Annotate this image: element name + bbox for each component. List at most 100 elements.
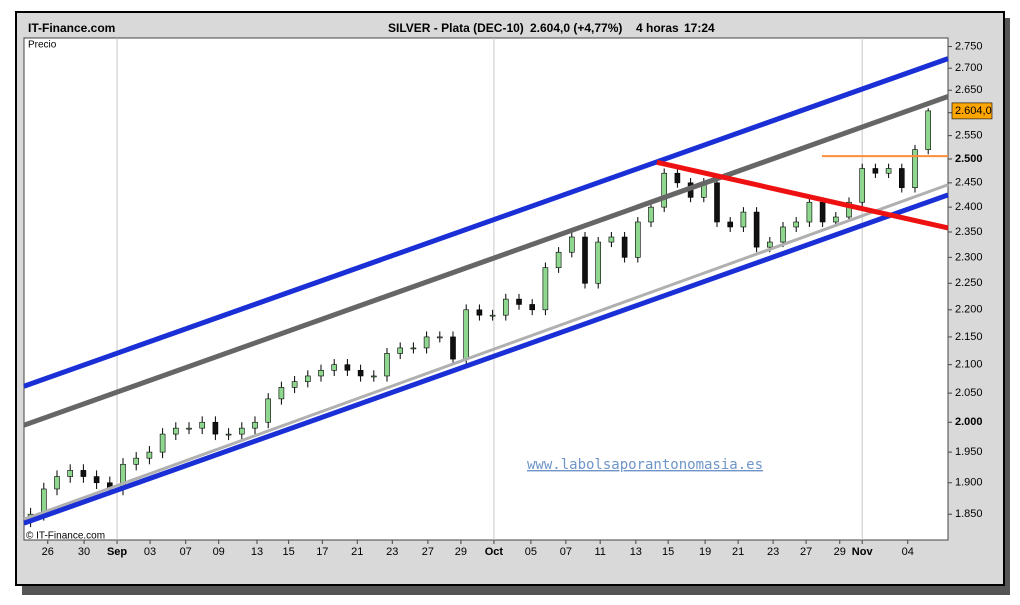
candle-body: [384, 353, 390, 377]
candle-body: [423, 336, 430, 349]
candle-body: [476, 309, 483, 316]
candle-body: [925, 110, 932, 150]
candle-body: [555, 251, 562, 268]
quote: 2.604,0 (+4,77%): [530, 21, 622, 35]
x-tick-label: 21: [732, 546, 744, 558]
y-tick-label: 2.550: [955, 130, 983, 142]
candle-body: [714, 182, 720, 223]
candle-body: [542, 267, 549, 311]
y-tick-label: 1.850: [955, 508, 983, 520]
candle-body: [780, 226, 786, 243]
candle-body: [674, 172, 681, 184]
candle-body: [489, 314, 496, 317]
candle-body: [846, 201, 852, 218]
y-tick-label: 2.500: [955, 153, 983, 165]
candle-body: [463, 309, 470, 360]
candle-body: [199, 421, 205, 429]
copyright: © IT-Finance.com: [26, 531, 105, 542]
candle-body: [54, 476, 60, 490]
x-tick-label: 17: [316, 546, 328, 558]
candle-body: [410, 347, 417, 350]
x-tick-label: 15: [662, 546, 674, 558]
candle-body: [885, 168, 892, 174]
x-tick-label: 30: [78, 546, 90, 558]
candle-body: [133, 457, 139, 465]
candle-body: [357, 370, 364, 377]
candle-body: [872, 168, 879, 174]
trend-line: [23, 183, 949, 521]
candle-body: [225, 433, 232, 436]
y-tick-label: 2.200: [955, 304, 983, 316]
candle-body: [67, 470, 73, 477]
candle-body: [173, 427, 179, 435]
candle-body: [291, 381, 298, 388]
x-tick-label: 15: [283, 546, 295, 558]
candle-body: [859, 168, 866, 203]
trend-line: [656, 159, 949, 231]
candle-body: [278, 387, 285, 400]
candle-body: [344, 364, 351, 371]
candle-body: [397, 347, 404, 354]
candle-body: [648, 206, 654, 223]
candle-body: [793, 221, 800, 228]
candle-body: [239, 427, 245, 435]
trend-line: [23, 56, 949, 389]
candle-body: [621, 236, 628, 258]
x-tick-label: 09: [213, 546, 225, 558]
x-tick-label: 23: [386, 546, 398, 558]
candle-body: [304, 375, 311, 382]
y-tick-label: 2.300: [955, 251, 983, 263]
x-tick-label: 04: [902, 546, 914, 558]
y-tick-label: 2.050: [955, 387, 983, 399]
candle-body: [80, 470, 87, 477]
x-tick-label: 29: [455, 546, 467, 558]
x-tick-label: 27: [422, 546, 434, 558]
trend-line: [23, 192, 949, 526]
candle-body: [582, 236, 588, 284]
watermark: www.labolsaporantonomasia.es: [527, 457, 763, 473]
y-tick-label: 2.700: [955, 62, 983, 74]
x-tick-label: 07: [560, 546, 572, 558]
candle-body: [740, 211, 747, 228]
candle-body: [912, 149, 918, 188]
candle-body: [832, 216, 839, 223]
y-tick-label: 2.400: [955, 201, 983, 213]
candle-body: [806, 201, 813, 223]
candle-body: [753, 211, 760, 248]
x-tick-label: Nov: [852, 546, 874, 558]
interval: 4 horas: [636, 21, 679, 35]
instrument: SILVER - Plata (DEC-10): [388, 21, 524, 35]
y-axis-label: Precio: [28, 40, 57, 51]
candle-body: [370, 375, 377, 378]
candle-body: [529, 304, 536, 311]
candle-body: [159, 433, 166, 453]
candle-body: [634, 221, 641, 258]
x-tick-label: 19: [699, 546, 711, 558]
y-tick-label: 1.950: [955, 446, 983, 458]
candle-body: [93, 476, 100, 484]
y-tick-label: 1.900: [955, 477, 983, 489]
x-tick-label: 21: [351, 546, 363, 558]
candle-body: [819, 201, 826, 223]
candle-body: [436, 336, 443, 339]
x-tick-label: 23: [767, 546, 779, 558]
y-tick-label: 2.150: [955, 331, 983, 343]
y-tick-label: 2.450: [955, 177, 983, 189]
candle-body: [502, 298, 509, 316]
candle-body: [661, 172, 668, 208]
candle-body: [252, 421, 258, 429]
x-tick-label: 27: [800, 546, 812, 558]
site-name: IT-Finance.com: [28, 21, 115, 35]
x-tick-label: 07: [180, 546, 192, 558]
candle-body: [450, 336, 456, 360]
candle-body: [766, 241, 773, 248]
x-tick-label: Oct: [485, 546, 504, 558]
y-tick-label: 2.250: [955, 277, 983, 289]
x-tick-label: 05: [525, 546, 537, 558]
last-price-label: 2.604,0: [955, 105, 992, 117]
candle-body: [265, 398, 272, 423]
time: 17:24: [684, 21, 715, 35]
plot-area: [23, 37, 949, 541]
y-tick-label: 2.650: [955, 84, 983, 96]
